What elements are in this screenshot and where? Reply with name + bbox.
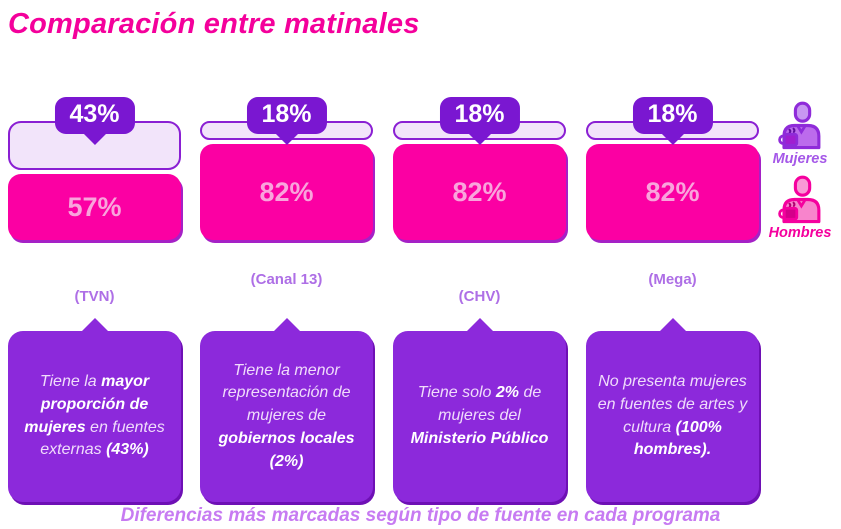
note-text: Tiene la mayor proporción de mujeres en … xyxy=(24,373,165,459)
note-pointer xyxy=(80,318,109,332)
channel-label: (CHV) xyxy=(458,288,501,305)
note-card: Tiene la mayor proporción de mujeres en … xyxy=(8,331,181,502)
channel-label: (Canal 13) xyxy=(250,271,323,288)
note-card: No presenta mujeres en fuentes de artes … xyxy=(586,331,759,502)
women-percentage-badge: 18% xyxy=(439,97,520,134)
note-text: No presenta mujeres en fuentes de artes … xyxy=(597,373,748,459)
chart-title: Comparación entre matinales xyxy=(8,8,420,40)
bar-column-chv: 18% 82% (CHV) Tiene solo 2% de mujeres d… xyxy=(393,97,566,503)
women-percentage-badge: 18% xyxy=(246,97,327,134)
men-segment: 82% xyxy=(200,144,373,240)
bar-column-canal13: 18% 82% (Canal 13) Tiene la menor repres… xyxy=(200,97,373,503)
channel-label: (Mega) xyxy=(648,271,697,288)
note-pointer xyxy=(658,318,687,332)
women-percentage-badge: 43% xyxy=(54,97,135,134)
man-with-mug-icon xyxy=(778,175,821,224)
legend-label-mujeres: Mujeres xyxy=(772,151,828,167)
note-card: Tiene la menor representación de mujeres… xyxy=(200,331,373,502)
men-segment: 57% xyxy=(8,174,181,240)
note-text: Tiene solo 2% de mujeres del Ministerio … xyxy=(410,384,549,447)
men-value-label: 57% xyxy=(67,191,122,222)
men-value-label: 82% xyxy=(452,176,507,207)
legend-label-hombres: Hombres xyxy=(768,225,832,241)
legend-hombres: Hombres xyxy=(759,175,841,241)
caption: Diferencias más marcadas según tipo de f… xyxy=(120,505,721,526)
men-value-label: 82% xyxy=(259,176,314,207)
men-segment: 82% xyxy=(586,144,759,240)
note-pointer xyxy=(272,318,301,332)
note-text: Tiene la menor representación de mujeres… xyxy=(218,361,355,470)
note-pointer xyxy=(465,318,494,332)
men-segment: 82% xyxy=(393,144,566,240)
men-value-label: 82% xyxy=(645,176,700,207)
woman-with-mug-icon xyxy=(778,101,821,150)
legend-mujeres: Mujeres xyxy=(759,101,841,167)
channel-label: (TVN) xyxy=(74,288,115,305)
bar-column-mega: 18% 82% (Mega) No presenta mujeres en fu… xyxy=(586,97,759,503)
women-percentage-badge: 18% xyxy=(632,97,713,134)
note-card: Tiene solo 2% de mujeres del Ministerio … xyxy=(393,331,566,502)
bar-column-tvn: 43% 57% (TVN) Tiene la mayor proporción … xyxy=(8,97,181,503)
